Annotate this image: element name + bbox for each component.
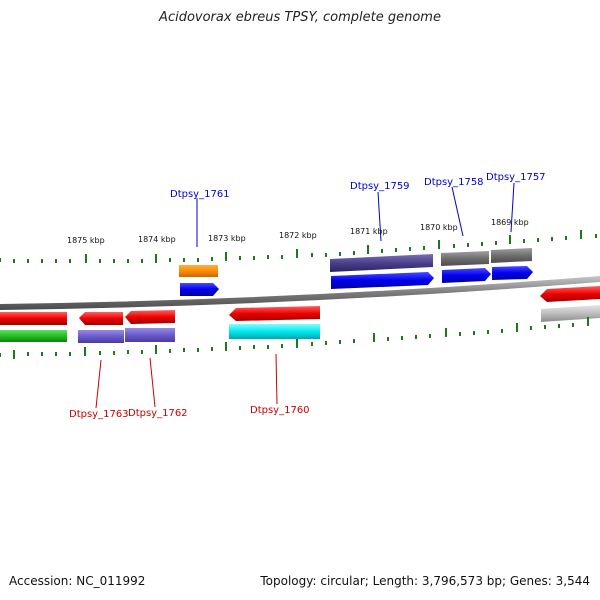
gene-dtpsy-1762-purple[interactable] — [125, 328, 175, 342]
gene-dtpsy-1761-orange[interactable] — [179, 265, 218, 277]
genome-stats-text: Topology: circular; Length: 3,796,573 bp… — [260, 574, 590, 588]
gene-green-left-edge[interactable] — [0, 330, 67, 342]
gene-dtpsy-1759[interactable] — [331, 272, 434, 289]
genome-backbone — [0, 276, 600, 310]
gene-dtpsy-1757[interactable] — [492, 266, 533, 280]
label-dtpsy-1762[interactable]: Dtpsy_1762 — [128, 408, 188, 419]
gene-gray-right-edge[interactable] — [541, 305, 600, 322]
reverse-strand-genes — [0, 286, 600, 343]
label-dtpsy-1760[interactable]: Dtpsy_1760 — [250, 405, 310, 416]
map-title: Acidovorax ebreus TPSY, complete genome — [159, 10, 441, 25]
scale-label-1872: 1872 kbp — [279, 231, 317, 240]
scale-label-1875: 1875 kbp — [67, 236, 105, 245]
forward-strand-genes — [179, 248, 533, 296]
scale-label-1870: 1870 kbp — [420, 223, 458, 232]
inner-scale-ticks — [0, 317, 589, 359]
gene-dtpsy-1763[interactable] — [79, 312, 123, 325]
label-dtpsy-1763[interactable]: Dtpsy_1763 — [69, 409, 129, 420]
gene-dtpsy-1760[interactable] — [229, 306, 320, 321]
scale-label-1874: 1874 kbp — [138, 235, 176, 244]
label-dtpsy-1761[interactable]: Dtpsy_1761 — [170, 189, 230, 200]
scale-label-1873: 1873 kbp — [208, 234, 246, 243]
gene-dtpsy-1759-navy[interactable] — [330, 254, 433, 272]
label-dtpsy-1759[interactable]: Dtpsy_1759 — [350, 181, 410, 192]
gene-red-left-edge[interactable] — [0, 312, 67, 325]
label-connectors — [95, 182, 515, 409]
gene-red-right-edge[interactable] — [540, 286, 600, 302]
gene-dtpsy-1761[interactable] — [180, 283, 219, 296]
label-dtpsy-1758[interactable]: Dtpsy_1758 — [424, 177, 484, 188]
gene-dtpsy-1758-gray[interactable] — [441, 251, 489, 266]
outer-scale-ticks — [0, 230, 597, 263]
label-dtpsy-1757[interactable]: Dtpsy_1757 — [486, 172, 546, 183]
gene-dtpsy-1763-purple[interactable] — [78, 330, 124, 343]
scale-label-1869: 1869 kbp — [491, 218, 529, 227]
accession-text: Accession: NC_011992 — [9, 574, 146, 588]
gene-dtpsy-1758[interactable] — [442, 268, 491, 283]
scale-label-1871: 1871 kbp — [350, 227, 388, 236]
gene-dtpsy-1757-gray[interactable] — [491, 248, 532, 263]
gene-dtpsy-1760-cyan[interactable] — [229, 324, 320, 339]
gene-dtpsy-1762[interactable] — [125, 310, 175, 324]
